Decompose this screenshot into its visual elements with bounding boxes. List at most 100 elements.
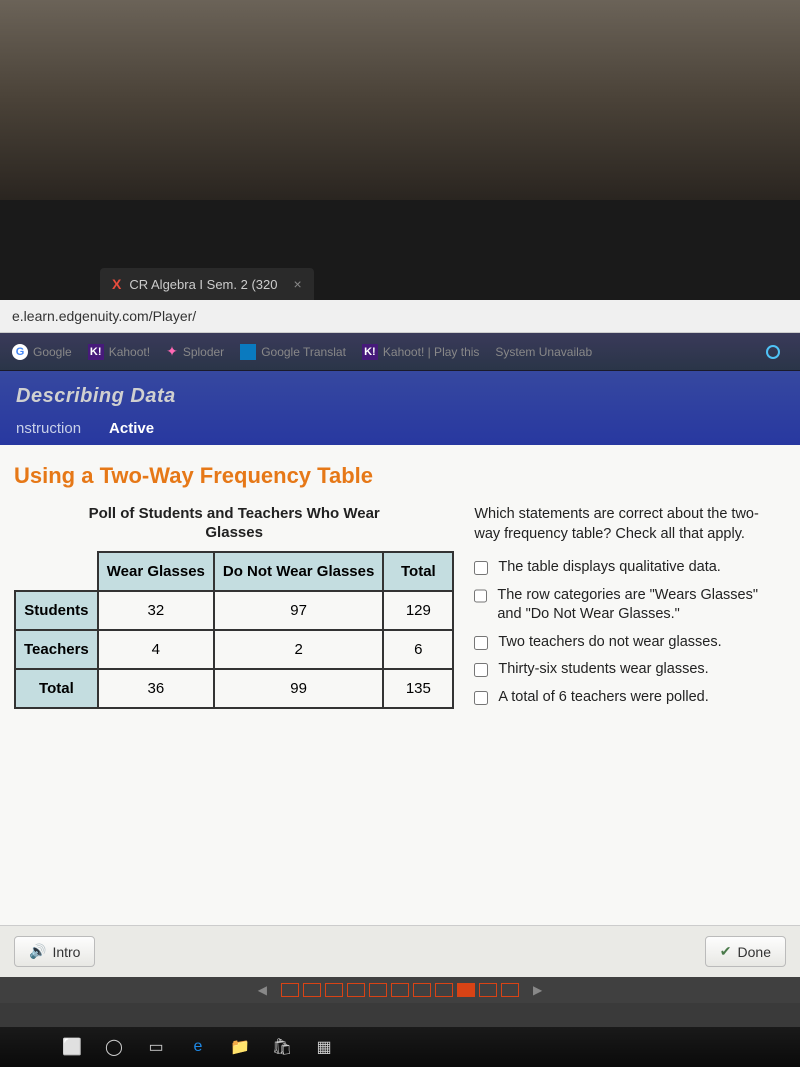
progress-bar: ◀ ▶	[0, 977, 800, 1003]
browser-tab-bar: X CR Algebra I Sem. 2 (320 ×	[0, 200, 800, 300]
footer-bar: 🔊 Intro ✔ Done	[0, 925, 800, 977]
option-label: The table displays qualitative data.	[498, 558, 720, 578]
table-cell: 32	[98, 591, 214, 630]
answer-option: The row categories are "Wears Glasses" a…	[474, 586, 780, 625]
speaker-icon: 🔊	[29, 943, 46, 960]
done-button[interactable]: ✔ Done	[705, 936, 786, 967]
intro-button[interactable]: 🔊 Intro	[14, 936, 95, 967]
progress-box[interactable]	[501, 983, 519, 997]
col-header: Wear Glasses	[98, 552, 214, 591]
tab-instruction[interactable]: nstruction	[16, 420, 81, 437]
answer-option: A total of 6 teachers were polled.	[474, 688, 780, 708]
kahoot-icon: K!	[362, 344, 378, 360]
bookmark-kahoot2[interactable]: K! Kahoot! | Play this	[362, 344, 480, 360]
table-row: Teachers 4 2 6	[15, 630, 453, 669]
taskbar-icon[interactable]: ⬜	[60, 1035, 84, 1059]
progress-box[interactable]	[281, 983, 299, 997]
lesson-title: Using a Two-Way Frequency Table	[14, 463, 780, 489]
table-column: Poll of Students and Teachers Who Wear G…	[14, 505, 454, 716]
option-label: Two teachers do not wear glasses.	[498, 633, 721, 653]
bookmark-gtranslate[interactable]: Google Translat	[240, 344, 346, 360]
progress-box[interactable]	[369, 983, 387, 997]
bookmark-system[interactable]: System Unavailab	[495, 345, 592, 359]
table-cell: 6	[383, 630, 453, 669]
question-text: Which statements are correct about the t…	[474, 505, 780, 544]
next-arrow-icon[interactable]: ▶	[525, 983, 550, 997]
question-column: Which statements are correct about the t…	[474, 505, 780, 716]
star-icon: ✦	[166, 343, 178, 360]
answer-option: The table displays qualitative data.	[474, 558, 780, 578]
col-header: Do Not Wear Glasses	[214, 552, 383, 591]
table-cell: 2	[214, 630, 383, 669]
progress-box[interactable]	[347, 983, 365, 997]
bookmark-sploder[interactable]: ✦ Sploder	[166, 343, 224, 360]
bookmark-google[interactable]: G Google	[12, 344, 72, 360]
progress-box[interactable]	[303, 983, 321, 997]
intro-label: Intro	[52, 944, 80, 960]
windows-taskbar: ⬜ ◯ ▭ e 📁 🛍 ▦	[0, 1027, 800, 1067]
answer-option: Two teachers do not wear glasses.	[474, 633, 780, 653]
background-photo	[0, 0, 800, 200]
table-row: Total 36 99 135	[15, 669, 453, 708]
tab-active[interactable]: Active	[109, 420, 154, 437]
tab-title: CR Algebra I Sem. 2 (320	[129, 277, 277, 292]
option-label: Thirty-six students wear glasses.	[498, 660, 708, 680]
progress-box[interactable]	[413, 983, 431, 997]
progress-boxes	[281, 983, 519, 997]
option-label: The row categories are "Wears Glasses" a…	[497, 586, 780, 625]
taskview-icon[interactable]: ▭	[144, 1035, 168, 1059]
app-icon[interactable]: ▦	[312, 1035, 336, 1059]
bookmark-label: Kahoot!	[109, 345, 150, 359]
col-header: Total	[383, 552, 453, 591]
progress-box[interactable]	[479, 983, 497, 997]
answer-option: Thirty-six students wear glasses.	[474, 660, 780, 680]
edgenuity-favicon: X	[112, 276, 121, 292]
table-cell: 129	[383, 591, 453, 630]
progress-box[interactable]	[435, 983, 453, 997]
progress-box[interactable]	[391, 983, 409, 997]
table-header-row: Wear Glasses Do Not Wear Glasses Total	[15, 552, 453, 591]
option-checkbox[interactable]	[474, 691, 488, 705]
profile-icon[interactable]	[766, 345, 780, 359]
bookmark-label: Google	[33, 345, 72, 359]
google-icon: G	[12, 344, 28, 360]
frequency-table: Wear Glasses Do Not Wear Glasses Total S…	[14, 551, 454, 709]
poll-subtitle: Glasses	[14, 524, 454, 541]
option-checkbox[interactable]	[474, 561, 488, 575]
row-label: Teachers	[15, 630, 98, 669]
option-checkbox[interactable]	[474, 636, 488, 650]
prev-arrow-icon[interactable]: ◀	[250, 983, 275, 997]
address-bar[interactable]: e.learn.edgenuity.com/Player/	[0, 300, 800, 333]
table-cell: 97	[214, 591, 383, 630]
lesson-content: Using a Two-Way Frequency Table Poll of …	[0, 445, 800, 925]
bookmarks-bar: G Google K! Kahoot! ✦ Sploder Google Tra…	[0, 333, 800, 371]
store-icon[interactable]: 🛍	[270, 1035, 294, 1059]
bookmark-kahoot[interactable]: K! Kahoot!	[88, 344, 150, 360]
bookmark-label: Sploder	[183, 345, 224, 359]
option-checkbox[interactable]	[474, 663, 488, 677]
poll-title: Poll of Students and Teachers Who Wear	[14, 505, 454, 522]
bookmark-label: Google Translat	[261, 345, 346, 359]
tab-close-icon[interactable]: ×	[293, 276, 301, 292]
option-label: A total of 6 teachers were polled.	[498, 688, 708, 708]
cortana-icon[interactable]: ◯	[102, 1035, 126, 1059]
kahoot-icon: K!	[88, 344, 104, 360]
empty-header	[15, 552, 98, 591]
row-label: Students	[15, 591, 98, 630]
content-columns: Poll of Students and Teachers Who Wear G…	[14, 505, 780, 716]
bookmark-label: System Unavailab	[495, 345, 592, 359]
option-checkbox[interactable]	[474, 589, 487, 603]
table-cell: 36	[98, 669, 214, 708]
folder-icon[interactable]: 📁	[228, 1035, 252, 1059]
browser-tab[interactable]: X CR Algebra I Sem. 2 (320 ×	[100, 268, 314, 300]
lesson-tabs: nstruction Active	[16, 420, 784, 437]
breadcrumb-title: Describing Data	[16, 385, 784, 408]
row-label: Total	[15, 669, 98, 708]
check-icon: ✔	[720, 943, 732, 960]
progress-box[interactable]	[457, 983, 475, 997]
edge-icon[interactable]: e	[186, 1035, 210, 1059]
progress-box[interactable]	[325, 983, 343, 997]
bookmark-label: Kahoot! | Play this	[383, 345, 480, 359]
translate-icon	[240, 344, 256, 360]
table-row: Students 32 97 129	[15, 591, 453, 630]
